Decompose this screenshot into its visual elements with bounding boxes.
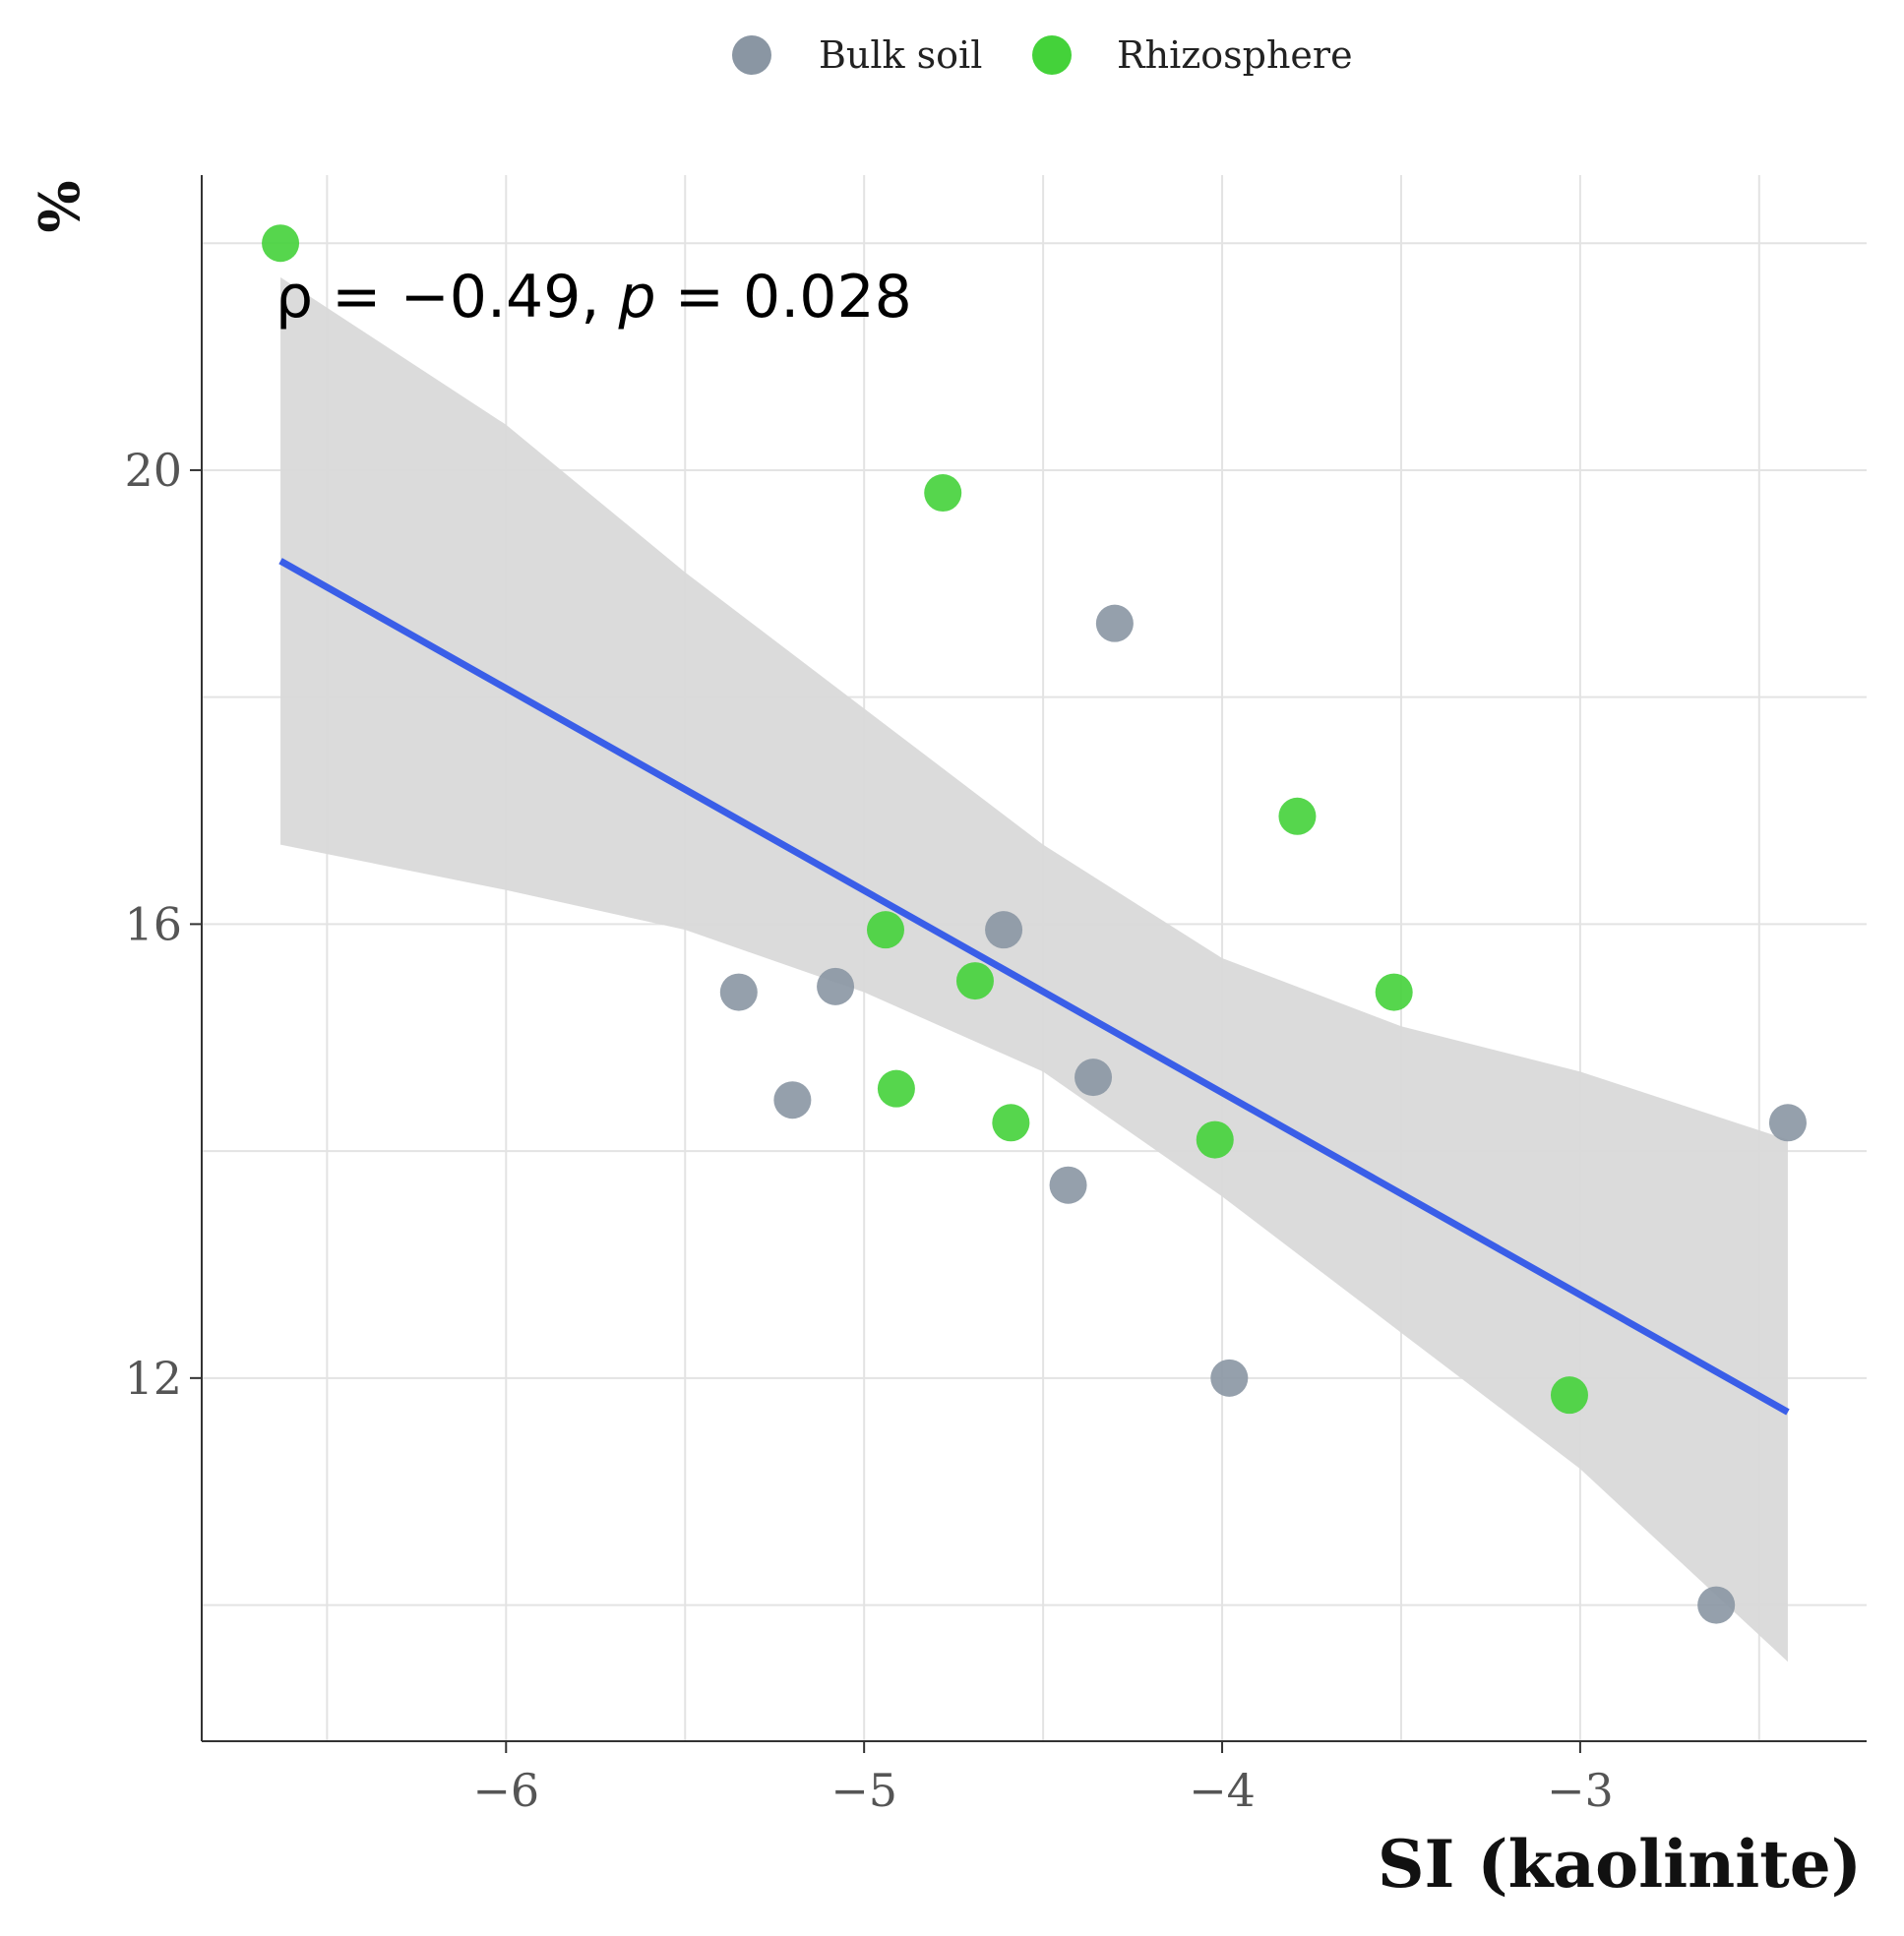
bulk-soil-point: [1095, 604, 1134, 642]
bulk-soil-point: [985, 911, 1023, 949]
y-tick-label: 16: [124, 897, 182, 950]
rhizosphere-point: [877, 1069, 915, 1108]
x-tick-label: −6: [472, 1764, 539, 1817]
legend-bulk-soil-swatch: [732, 35, 771, 75]
p-value: = 0.028: [656, 263, 912, 332]
legend-bulk-soil-label: Bulk soil: [819, 33, 982, 77]
x-tick-label: −4: [1189, 1764, 1256, 1817]
correlation-annotation: ρ = −0.49, p = 0.028: [276, 263, 912, 332]
rho-value: = −0.49,: [313, 263, 618, 332]
x-tick-label: −5: [830, 1764, 897, 1817]
rhizosphere-point: [1278, 797, 1317, 835]
p-symbol: p: [618, 263, 656, 332]
data-points: [262, 224, 1807, 1624]
confidence-band: [280, 276, 1788, 1663]
y-axis-title: %: [28, 180, 92, 232]
confidence-band-group: [280, 276, 1788, 1663]
bulk-soil-point: [1049, 1166, 1087, 1204]
bulk-soil-point: [773, 1081, 812, 1119]
legend-rhizosphere-swatch: [1032, 35, 1072, 75]
bulk-soil-point: [1697, 1586, 1736, 1624]
rhizosphere-point: [262, 224, 300, 263]
y-tick-label: 12: [124, 1352, 182, 1405]
rhizosphere-point: [992, 1104, 1030, 1142]
rhizosphere-point: [924, 474, 962, 513]
legend: Bulk soil Rhizosphere: [732, 33, 1353, 77]
rhizosphere-point: [1550, 1376, 1588, 1415]
rhizosphere-point: [1196, 1120, 1234, 1159]
bulk-soil-point: [817, 967, 855, 1005]
rho-symbol: ρ: [276, 263, 313, 332]
axes: [190, 175, 1867, 1753]
rhizosphere-point: [1375, 973, 1413, 1011]
y-tick-label: 20: [124, 444, 182, 497]
rhizosphere-point: [866, 911, 904, 949]
x-axis-title: SI (kaolinite): [1378, 1826, 1862, 1903]
regression-line: [278, 558, 1790, 1416]
rhizosphere-point: [955, 962, 994, 1000]
bulk-soil-point: [1075, 1059, 1113, 1097]
legend-rhizosphere-label: Rhizosphere: [1117, 33, 1353, 77]
tick-labels: −6 −5 −4 −3 12 16 20: [124, 444, 1613, 1817]
bulk-soil-point: [719, 973, 758, 1011]
x-tick-label: −3: [1547, 1764, 1614, 1817]
bulk-soil-point: [1768, 1104, 1807, 1142]
bulk-soil-point: [1210, 1359, 1249, 1397]
regression-line-group: [278, 558, 1790, 1416]
